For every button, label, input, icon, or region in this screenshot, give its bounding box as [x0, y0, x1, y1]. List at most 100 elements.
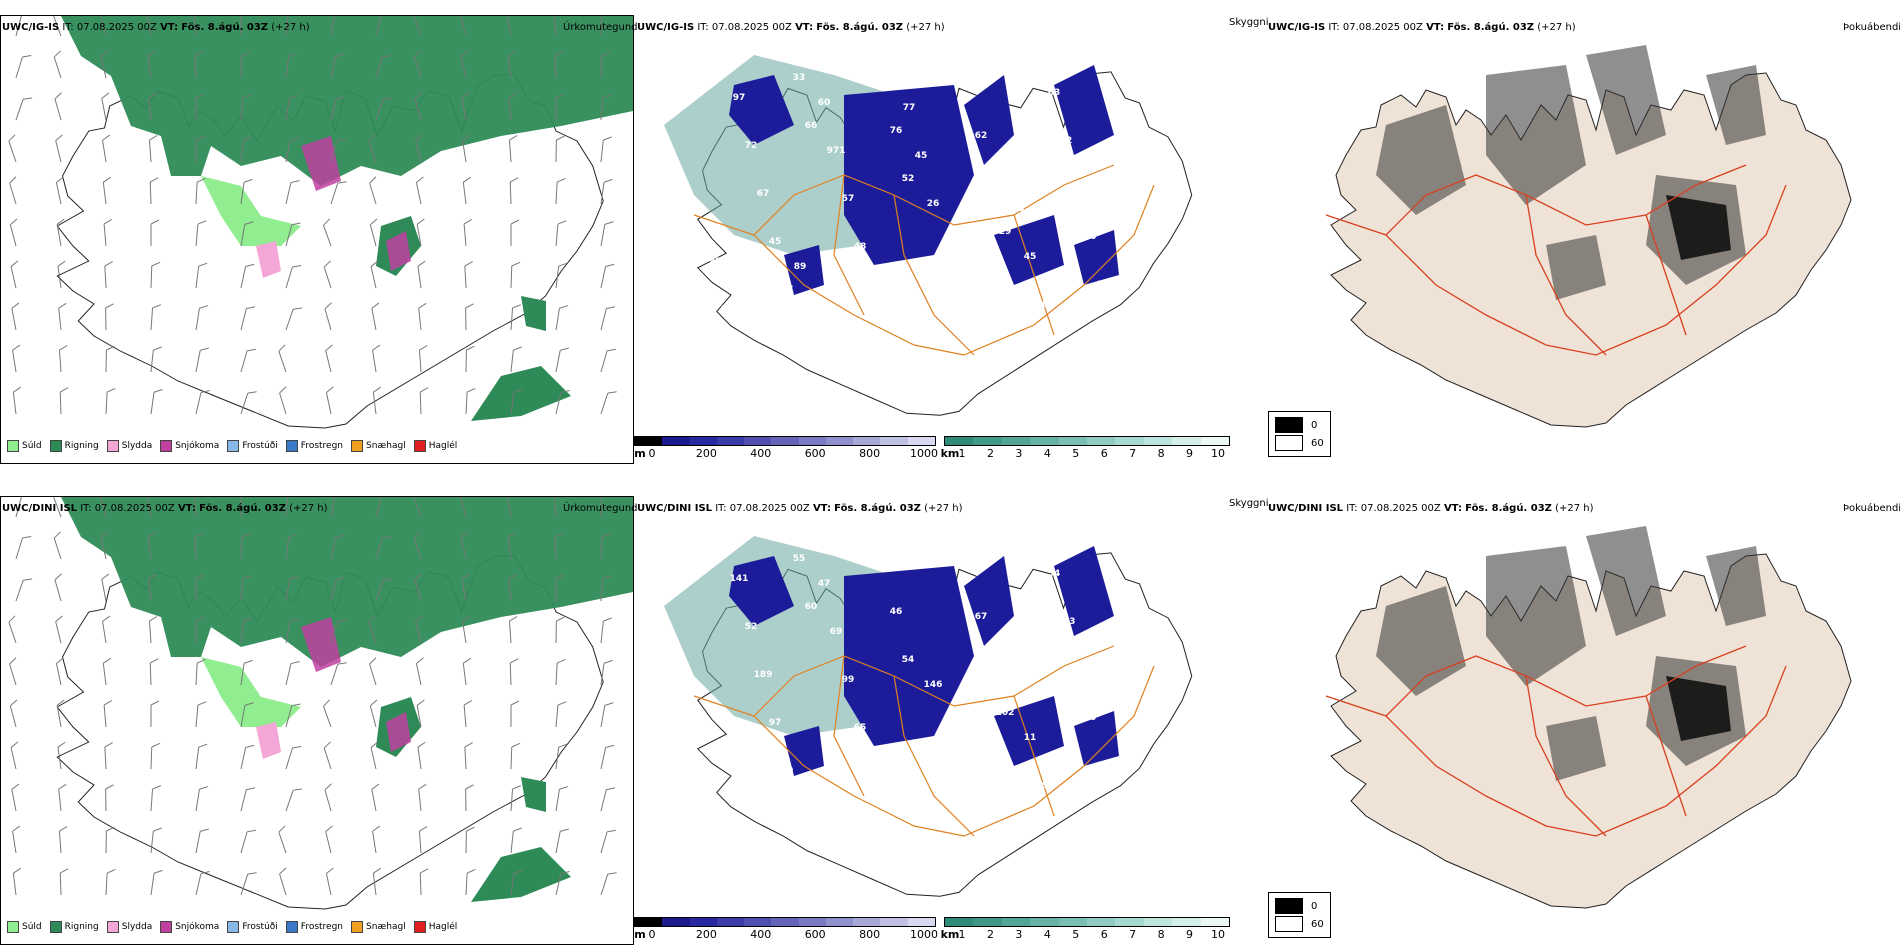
wind-barb	[150, 346, 162, 373]
wind-barb	[324, 783, 332, 812]
wind-barb	[418, 826, 428, 854]
wind-barb	[369, 218, 378, 247]
cloud-height-label: 77	[903, 103, 916, 113]
header-visibility-bottom: UWC/DINI ISL IT: 07.08.2025 00Z VT: Fös.…	[637, 503, 963, 514]
wind-barb	[555, 347, 569, 373]
legend-item: Frostregn	[285, 440, 343, 452]
wind-barb	[419, 387, 429, 415]
cloud-height-label: 62	[708, 68, 721, 78]
cloud-height-label: 29	[999, 227, 1012, 237]
low-cloud-area	[1074, 711, 1119, 766]
colorbar-tick: 9	[1186, 928, 1194, 941]
cloud-height-label: 45	[878, 78, 891, 88]
legend-item: Snjókoma	[160, 921, 219, 933]
low-cloud-area	[784, 726, 824, 776]
wind-barb	[509, 658, 519, 686]
wind-barb	[508, 573, 517, 602]
wind-barb	[555, 135, 565, 163]
wind-barb	[240, 659, 253, 686]
wind-barb	[600, 16, 602, 36]
wind-barb	[59, 387, 69, 415]
colorbar-step	[798, 918, 826, 926]
snow-area	[386, 712, 411, 752]
wind-barb	[371, 783, 380, 812]
wind-barb	[55, 615, 63, 644]
cloud-height-label: 52	[902, 174, 915, 184]
wind-barb	[369, 176, 377, 205]
wind-barb	[285, 788, 303, 812]
road	[1525, 675, 1607, 837]
wind-barb	[150, 869, 163, 896]
cloud-height-label: 26	[927, 199, 940, 209]
height-colorbar: m 0 200 400 600 800 1000	[634, 917, 938, 941]
legend-label: Rigning	[64, 441, 99, 451]
wind-barb	[53, 497, 62, 518]
cloud-height-label: 146	[924, 680, 943, 690]
wind-barb	[8, 134, 17, 163]
wind-barb	[413, 497, 422, 518]
legend-item: Snjókoma	[160, 440, 219, 452]
wind-barb	[195, 574, 204, 602]
colorbar-step	[771, 918, 799, 926]
wind-barb	[53, 50, 62, 79]
cloud-height-label: 52	[745, 622, 758, 632]
fog-area	[1486, 65, 1586, 205]
wind-barb	[600, 94, 611, 121]
fog-area	[1486, 546, 1586, 686]
wind-barb	[58, 345, 68, 373]
colorbar-ticks: m 0 200 400 600 800 1000	[634, 927, 938, 941]
low-cloud-area	[729, 75, 794, 145]
wind-barb	[600, 497, 602, 517]
wind-barb	[600, 829, 616, 854]
wind-barb	[148, 135, 158, 163]
colorbar-tick: 3	[1015, 447, 1023, 460]
precip-legend: Súld Rigning Slydda Snjókoma Frostúði Frostre…	[7, 921, 461, 933]
cloud-height-label: 89	[963, 564, 976, 574]
wind-barb	[462, 657, 472, 686]
wind-barb	[419, 868, 429, 896]
wind-barb	[464, 261, 473, 289]
legend-swatch	[227, 921, 240, 933]
wind-barb	[150, 700, 160, 727]
low-cloud-area	[994, 696, 1064, 766]
colorbar-step	[973, 918, 1002, 926]
wind-barb	[460, 50, 469, 79]
colorbar-tick: 8	[1157, 928, 1165, 941]
legend-label: Slydda	[121, 441, 153, 451]
colorbar-step	[798, 437, 826, 445]
wind-barb	[508, 92, 517, 121]
legend-item: Slydda	[106, 440, 153, 452]
colorbar-ticks: km 1 2 3 4 5 6 7 8 9 10	[941, 446, 1230, 460]
wind-barb	[555, 658, 566, 686]
colorbar-step	[1200, 437, 1230, 445]
cloud-height-label: 55	[721, 305, 734, 315]
colorbar-tick: 4	[1043, 447, 1051, 460]
colorbar-tick: 0	[648, 447, 656, 460]
colorbar-tick: 10	[1211, 447, 1225, 460]
wind-barb	[148, 92, 157, 121]
wind-barb	[104, 261, 113, 289]
road	[1385, 164, 1747, 236]
precip-map	[8, 497, 633, 910]
colorbar-step	[1143, 918, 1173, 926]
wind-barb	[149, 658, 159, 686]
wind-barb	[240, 391, 257, 415]
legend-item: Súld	[7, 440, 42, 452]
wind-barb	[369, 699, 378, 728]
wind-barb	[285, 179, 300, 205]
wind-barb	[105, 387, 116, 415]
cloud-height-label: 78	[708, 549, 721, 559]
cloud-height-label: 54	[1048, 569, 1061, 579]
legend-item: Haglél	[413, 921, 457, 933]
legend-label: Snæhagl	[366, 441, 406, 451]
colorbar-tick: 8	[1157, 447, 1165, 460]
legend-item: Frostúði	[227, 440, 278, 452]
wind-barb	[285, 264, 302, 289]
colorbar-ramp	[634, 436, 936, 446]
wind-barb	[507, 50, 516, 79]
wind-barb	[240, 617, 252, 644]
colorbar-tick: 5	[1072, 928, 1080, 941]
wind-barb	[285, 16, 289, 37]
legend-item: Snæhagl	[351, 921, 406, 933]
rain-area	[61, 497, 633, 667]
